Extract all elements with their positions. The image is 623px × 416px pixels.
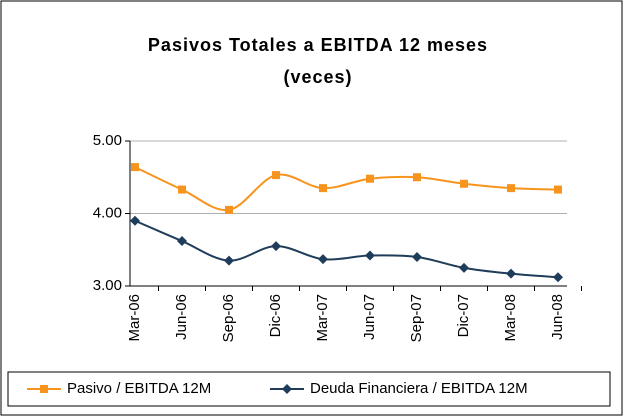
data-point bbox=[365, 250, 375, 261]
data-point bbox=[366, 174, 374, 183]
data-point bbox=[271, 241, 281, 252]
x-tick-label: Dic-06 bbox=[267, 294, 284, 337]
data-point bbox=[460, 179, 468, 188]
data-point bbox=[506, 268, 516, 279]
data-point bbox=[225, 205, 233, 214]
x-tick-label: Sep-06 bbox=[220, 294, 237, 342]
legend-marker bbox=[40, 385, 48, 393]
data-point bbox=[319, 184, 327, 193]
data-point bbox=[412, 252, 422, 262]
y-tick-label: 4.00 bbox=[93, 204, 122, 221]
data-point bbox=[554, 185, 562, 194]
legend-box bbox=[7, 371, 611, 407]
data-point bbox=[178, 185, 186, 194]
data-point bbox=[224, 255, 234, 266]
x-tick-label: Mar-07 bbox=[314, 294, 331, 342]
legend-label: Pasivo / EBITDA 12M bbox=[67, 380, 211, 397]
data-point bbox=[131, 163, 139, 172]
chart-title: Pasivos Totales a EBITDA 12 meses bbox=[148, 35, 488, 55]
series-line bbox=[134, 166, 559, 211]
legend-marker bbox=[282, 384, 292, 394]
x-tick-label: Dic-07 bbox=[455, 294, 472, 337]
x-tick-label: Mar-08 bbox=[502, 294, 519, 342]
data-point bbox=[318, 254, 328, 265]
x-tick-label: Mar-06 bbox=[126, 294, 143, 342]
x-tick-label: Jun-06 bbox=[173, 294, 190, 340]
data-point bbox=[553, 272, 563, 283]
x-tick-label: Jun-08 bbox=[549, 294, 566, 340]
x-tick-label: Sep-07 bbox=[408, 294, 425, 342]
x-tick-label: Jun-07 bbox=[361, 294, 378, 340]
legend-label: Deuda Financiera / EBITDA 12M bbox=[310, 380, 528, 397]
chart-subtitle: (veces) bbox=[283, 67, 352, 87]
data-point bbox=[413, 173, 421, 182]
y-tick-label: 3.00 bbox=[93, 277, 122, 294]
data-point bbox=[177, 236, 187, 247]
data-point bbox=[130, 215, 140, 226]
data-point bbox=[272, 171, 280, 180]
data-point bbox=[459, 262, 469, 273]
y-tick-label: 5.00 bbox=[93, 132, 122, 149]
data-point bbox=[507, 184, 515, 193]
series-line bbox=[134, 219, 559, 279]
